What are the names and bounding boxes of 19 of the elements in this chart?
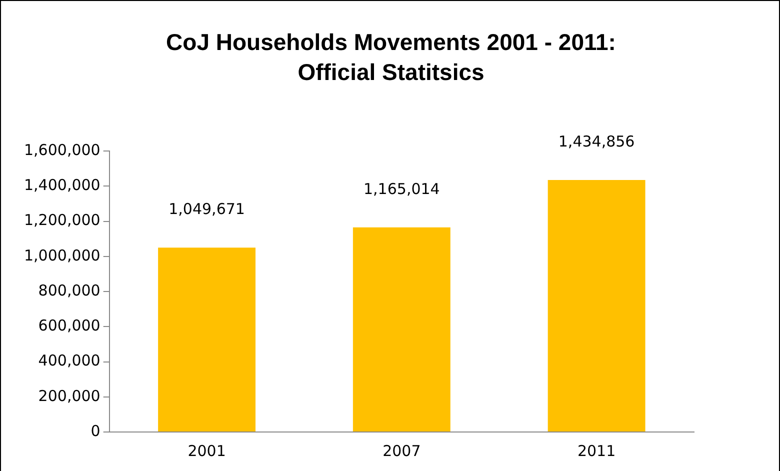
y-tick-label: 0	[90, 422, 100, 440]
bar	[548, 180, 646, 432]
data-label: 1,434,856	[558, 132, 635, 150]
bar	[158, 248, 256, 432]
y-tick-label: 400,000	[38, 352, 100, 370]
y-tick-label: 800,000	[38, 281, 100, 300]
data-label: 1,165,014	[364, 180, 440, 198]
x-tick-label: 2011	[577, 442, 616, 460]
y-tick-label: 1,400,000	[24, 176, 100, 194]
chart-title: CoJ Households Movements 2001 - 2011: Official Statitsics	[165, 28, 617, 87]
x-tick-label: 2001	[188, 442, 226, 460]
bar	[352, 227, 450, 432]
y-tick-label: 600,000	[38, 316, 100, 335]
data-label: 1,049,671	[168, 200, 245, 218]
x-tick-label: 2007	[382, 442, 421, 460]
y-tick-label: 1,000,000	[24, 246, 100, 264]
y-tick-label: 1,200,000	[24, 211, 100, 230]
y-tick-label: 200,000	[38, 386, 100, 405]
y-tick-label: 1,600,000	[24, 140, 100, 159]
